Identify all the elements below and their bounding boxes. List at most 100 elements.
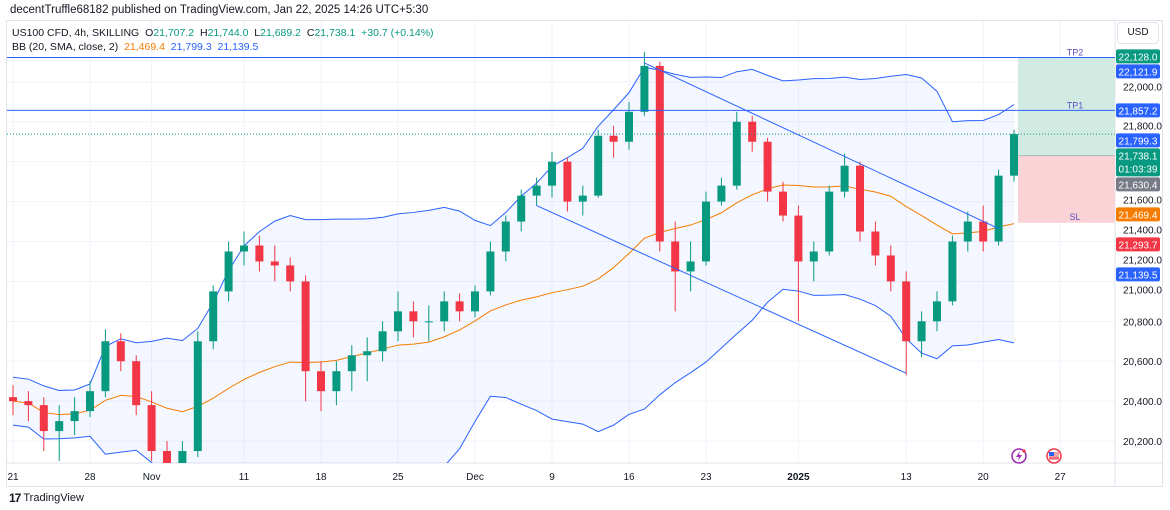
- candle-body: [686, 261, 695, 272]
- candle-body: [424, 321, 433, 323]
- candle-body: [209, 291, 218, 342]
- price-badge-label: 21,469.4: [1119, 210, 1158, 221]
- open-value: 21,707.2: [153, 27, 195, 39]
- candle: [517, 189, 526, 232]
- candle-body: [578, 195, 587, 202]
- candle: [378, 321, 387, 362]
- candle-body: [255, 245, 264, 262]
- candle: [55, 405, 64, 462]
- candle: [640, 51, 649, 116]
- price-badge-label: 21,293.7: [1119, 240, 1158, 251]
- candle-body: [748, 121, 757, 142]
- candle-body: [717, 185, 726, 202]
- candle-body: [702, 201, 710, 262]
- candle-body: [70, 411, 79, 422]
- candle: [424, 305, 433, 342]
- candle-body: [563, 161, 572, 202]
- time-tick-label: 21: [7, 472, 19, 483]
- candle: [963, 211, 972, 252]
- tradingview-logo[interactable]: 17 TradingView: [9, 491, 84, 505]
- candle-body: [378, 331, 387, 352]
- candle: [317, 361, 325, 412]
- candle-body: [933, 301, 941, 322]
- candle: [394, 291, 402, 342]
- price-badge-label: 22,121.9: [1119, 67, 1158, 78]
- trend-line[interactable]: [536, 205, 907, 374]
- candle-body: [86, 391, 94, 412]
- candle: [748, 115, 757, 152]
- candle-body: [871, 231, 880, 256]
- candle-body: [840, 165, 849, 192]
- time-tick-label: 2025: [787, 472, 810, 483]
- time-axis[interactable]: 21 28 Nov 11 18 25 Dec 9 16 23 2025 13 20 27: [7, 472, 1066, 483]
- time-tick-label: Nov: [143, 472, 161, 483]
- price-badge-label: 21,738.1: [1119, 151, 1158, 162]
- candle: [163, 441, 171, 463]
- candle-body: [594, 135, 603, 196]
- candle: [86, 381, 94, 418]
- candle: [871, 221, 880, 266]
- high-value: 21,744.0: [207, 27, 249, 39]
- candle: [625, 101, 633, 150]
- price-badge-label: 22,128.0: [1119, 52, 1158, 63]
- price-badge: [1116, 237, 1160, 252]
- price-axis[interactable]: 22,128.0 22,121.9 22,000.0 21,857.2 21,800.0…: [1116, 49, 1162, 448]
- candle: [594, 129, 603, 198]
- symbol-label[interactable]: US100 CFD, 4h, SKILLING: [12, 27, 140, 39]
- candle: [809, 241, 818, 282]
- price-tick-label: 21,800.0: [1123, 121, 1162, 132]
- stop-loss-zone[interactable]: [1018, 155, 1115, 223]
- take-profit-zone[interactable]: [1018, 57, 1115, 156]
- candle-body: [963, 221, 972, 242]
- candle: [717, 177, 726, 206]
- candle: [902, 271, 911, 376]
- price-badge-label: 21,139.5: [1119, 270, 1158, 281]
- candle: [301, 275, 310, 402]
- price-tick-label: 21,000.0: [1123, 285, 1162, 296]
- candle-body: [224, 251, 233, 292]
- trend-line[interactable]: [644, 62, 999, 229]
- candle: [671, 221, 680, 312]
- candle-body: [440, 301, 449, 322]
- price-badge-label: 21,799.3: [1119, 136, 1158, 147]
- candle-body: [409, 311, 418, 322]
- candle: [178, 441, 187, 463]
- price-tick-label: 21,600.0: [1123, 195, 1162, 206]
- horizontal-line-label: TP2: [1067, 48, 1084, 58]
- candle-body: [486, 251, 495, 292]
- price-tick-label: 20,200.0: [1123, 437, 1162, 448]
- position-tool[interactable]: SL: [1018, 57, 1115, 223]
- candle-body: [794, 215, 803, 262]
- candle-body: [640, 65, 649, 112]
- drawings[interactable]: TP2 TP1: [7, 48, 1115, 374]
- candle: [702, 191, 710, 266]
- candle: [856, 161, 864, 242]
- candle: [1010, 129, 1018, 182]
- price-tick-label: 22,000.0: [1123, 82, 1162, 93]
- candle-body: [825, 191, 834, 252]
- candle: [101, 329, 110, 398]
- brand-label: TradingView: [23, 492, 84, 504]
- currency-button[interactable]: USD: [1117, 22, 1159, 44]
- bb-upper-line: [12, 66, 1015, 391]
- stop-loss-label: SL: [1069, 212, 1080, 222]
- price-tick-label: 21,200.0: [1123, 255, 1162, 266]
- candle-body: [394, 311, 402, 332]
- candle: [193, 331, 202, 458]
- bb-label[interactable]: BB (20, SMA, close, 2): [12, 41, 119, 53]
- candle: [732, 111, 741, 190]
- candle-body: [455, 301, 464, 312]
- candle-body: [471, 291, 479, 312]
- candle-body: [609, 135, 618, 142]
- candle: [794, 205, 803, 322]
- time-tick-label: 16: [623, 472, 635, 483]
- lightning-event-icon[interactable]: [1011, 448, 1027, 464]
- us-flag-event-icon[interactable]: [1046, 448, 1062, 464]
- candle: [486, 241, 495, 296]
- candle: [116, 333, 125, 372]
- candle: [840, 153, 849, 198]
- candle-body: [625, 111, 633, 142]
- candle-body: [317, 371, 325, 392]
- candle-body: [24, 401, 33, 406]
